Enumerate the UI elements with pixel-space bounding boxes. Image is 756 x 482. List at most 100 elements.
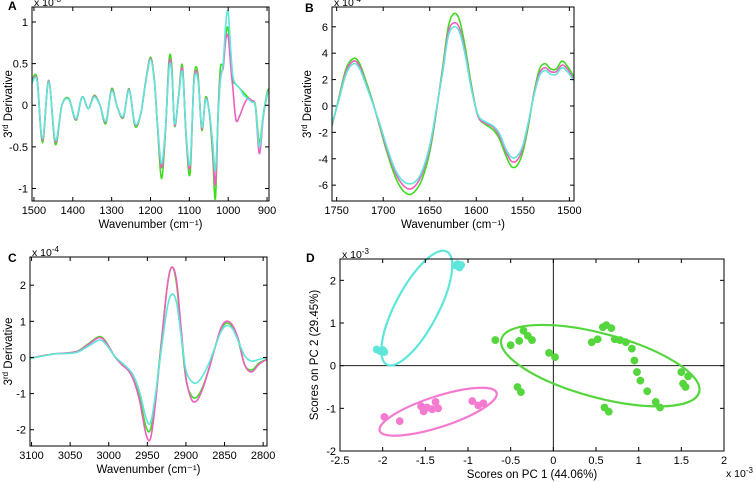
series-line-green-c <box>30 266 267 433</box>
x-tick-label-c: 2850 <box>212 450 236 462</box>
series-line-pink-c <box>30 266 267 442</box>
score-point-pink <box>380 412 389 421</box>
x-tick-label-d: -1.5 <box>416 455 435 467</box>
panel-letter-b: B <box>305 1 314 15</box>
x-tick-label-d: 0 <box>550 455 556 467</box>
x-tick-label-d: -2 <box>378 455 388 467</box>
plot-area-b <box>332 12 574 196</box>
score-point-green <box>643 387 652 396</box>
x-tick-label-c: 3100 <box>19 450 43 462</box>
score-point-pink <box>468 397 477 405</box>
series-line-green-b <box>332 12 574 196</box>
score-point-green <box>528 336 536 344</box>
score-point-green <box>656 403 664 412</box>
y-tick-label-b: 2 <box>322 75 328 87</box>
score-point-green <box>491 336 500 344</box>
y-tick-label-d: -2 <box>326 446 336 458</box>
plot-frame-c <box>29 256 268 447</box>
panel-b: 1750 1700 1650 1600 1550 1500 -6 -4 -2 0 2 4 6Bx 10-… <box>300 0 582 231</box>
y-axis-title-a: 3rd Derivative <box>1 70 15 138</box>
x-tick-label-b: 1650 <box>417 205 441 217</box>
score-point-green <box>636 376 645 385</box>
score-point-pink <box>395 417 404 426</box>
y-exponent-b: x 10-4 <box>334 0 362 9</box>
score-point-green <box>651 398 660 406</box>
y-tick-label-d: 1 <box>330 318 336 330</box>
x-tick-label-d: -2.5 <box>331 455 350 467</box>
panel-letter-c: C <box>8 251 17 265</box>
y-tick-label-b: -6 <box>318 180 328 192</box>
x-tick-label-a: 1200 <box>138 205 162 217</box>
score-point-cyan <box>380 348 389 356</box>
y-tick-label-c: 1 <box>20 316 26 328</box>
score-point-green <box>630 356 639 365</box>
x-tick-label-d: 2 <box>721 455 727 467</box>
x-tick-label-b: 1600 <box>464 205 488 217</box>
series-line-green-a <box>32 26 269 200</box>
score-point-pink <box>431 398 440 406</box>
x-tick-label-a: 1400 <box>61 205 85 217</box>
x-axis-title-b: Wavenumber (cm⁻¹) <box>401 219 505 231</box>
y-exponent-c: x 10-4 <box>32 245 60 259</box>
y-exponent-d: x 10-3 <box>342 247 370 261</box>
y-tick-label-d: -1 <box>326 403 336 415</box>
plot-frame-d <box>339 258 725 452</box>
score-point-green <box>607 324 616 333</box>
y-tick-label-d: 2 <box>330 275 336 287</box>
score-point-green <box>627 344 636 353</box>
score-point-green <box>633 368 641 376</box>
x-tick-label-a: 1300 <box>99 205 123 217</box>
panel-a: 1500 1400 1300 1200 1100 1000 900 -1 -0.5 0 0.5 1A x… <box>1 0 276 231</box>
x-tick-label-c: 3050 <box>58 450 82 462</box>
x-tick-label-a: 900 <box>258 205 276 217</box>
y-tick-label-c: -2 <box>16 425 26 437</box>
score-point-green <box>684 372 693 381</box>
score-point-green <box>506 341 515 350</box>
y-tick-label-c: 2 <box>20 280 26 292</box>
score-point-green <box>593 335 602 344</box>
score-point-green <box>587 338 596 347</box>
y-tick-label-c: 0 <box>20 352 26 364</box>
y-tick-label-a: -1 <box>18 184 28 196</box>
panel-letter-d: D <box>306 251 315 265</box>
y-tick-label-b: 0 <box>322 101 328 113</box>
x-tick-label-c: 2800 <box>251 450 275 462</box>
panel-letter-a: A <box>8 0 17 13</box>
y-tick-label-a: 0.5 <box>13 59 28 71</box>
series-line-cyan-a <box>32 9 269 172</box>
y-tick-label-a: -0.5 <box>9 142 28 154</box>
y-tick-label-b: 4 <box>322 48 328 60</box>
y-tick-label-c: -1 <box>16 389 26 401</box>
score-point-green <box>615 336 624 344</box>
plot-frame-b <box>331 6 575 202</box>
confidence-ellipse-pink <box>378 386 498 437</box>
score-point-green <box>604 407 613 416</box>
x-axis-title-d: Scores on PC 1 (44.06%) <box>467 469 598 481</box>
x-axis-title-c: Wavenumber (cm⁻¹) <box>96 464 200 476</box>
x-tick-label-b: 1550 <box>511 205 535 217</box>
y-tick-label-b: -4 <box>318 154 328 166</box>
score-point-green <box>517 388 525 397</box>
x-tick-label-d: 1 <box>636 455 642 467</box>
x-tick-label-b: 1750 <box>324 205 348 217</box>
x-tick-label-c: 2900 <box>174 450 198 462</box>
x-exponent-d: x 10-3 <box>726 466 754 480</box>
y-tick-label-b: 6 <box>322 22 328 34</box>
x-tick-label-d: 1.5 <box>674 455 689 467</box>
x-tick-label-b: 1500 <box>557 205 581 217</box>
x-tick-label-c: 3000 <box>97 450 121 462</box>
x-tick-label-a: 1100 <box>178 205 202 217</box>
x-tick-label-d: -1 <box>463 455 473 467</box>
y-tick-label-b: -2 <box>318 127 328 139</box>
y-tick-label-a: 1 <box>22 17 28 29</box>
plot-area-c <box>30 266 267 442</box>
x-axis-title-a: Wavenumber (cm⁻¹) <box>98 219 202 231</box>
y-exponent-a: x 10-3 <box>34 0 62 9</box>
y-tick-label-d: 0 <box>330 361 336 373</box>
score-point-pink <box>479 399 488 408</box>
x-tick-label-d: -0.5 <box>501 455 520 467</box>
y-axis-title-b: 3rd Derivative <box>300 70 314 138</box>
x-tick-label-c: 2950 <box>135 450 159 462</box>
